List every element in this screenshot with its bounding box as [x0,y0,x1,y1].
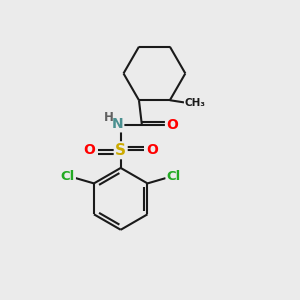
Text: Cl: Cl [60,170,75,183]
Text: Cl: Cl [167,170,181,183]
Text: CH₃: CH₃ [185,98,206,108]
Text: H: H [103,110,113,124]
Text: O: O [84,143,95,157]
Text: S: S [115,143,126,158]
Text: N: N [111,117,123,131]
Text: O: O [146,143,158,157]
Text: O: O [166,118,178,132]
